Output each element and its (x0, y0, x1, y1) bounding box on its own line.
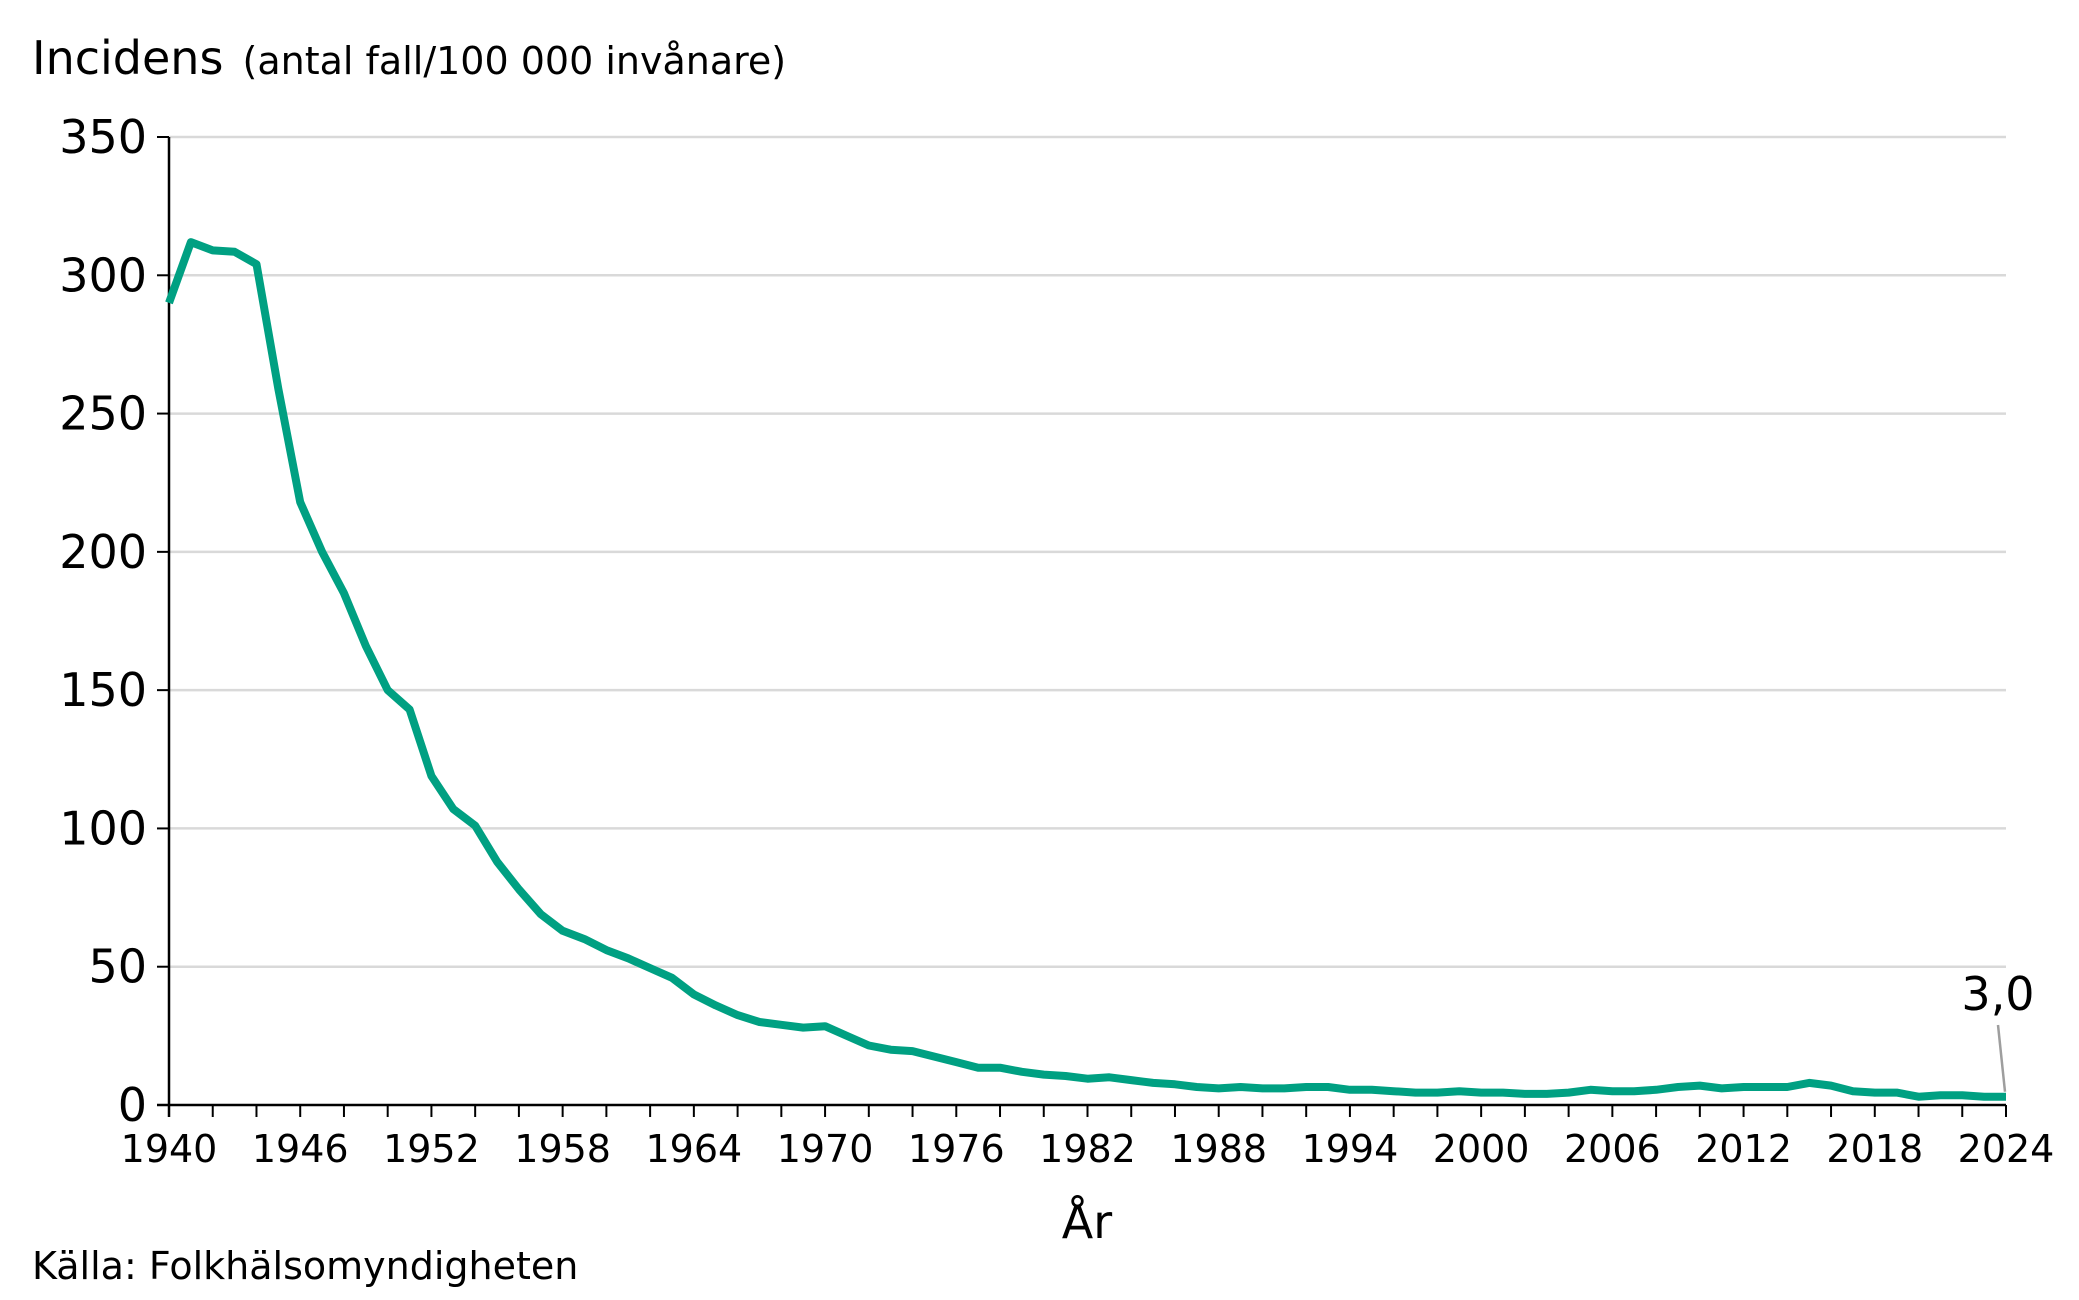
x-tick-label: 1976 (908, 1127, 1005, 1171)
x-tick-label: 2000 (1433, 1127, 1530, 1171)
x-tick-label: 2012 (1695, 1127, 1792, 1171)
y-tick-label: 200 (59, 525, 147, 579)
series-line (165, 238, 2006, 1101)
x-tick-label: 1940 (121, 1127, 218, 1171)
y-tick-label: 250 (59, 387, 147, 441)
x-tick-label: 1952 (383, 1127, 480, 1171)
x-tick-label: 2024 (1958, 1127, 2055, 1171)
source-note: Källa: Folkhälsomyndigheten (32, 1244, 579, 1288)
y-tick-label: 50 (88, 940, 147, 994)
x-tick-label: 1958 (514, 1127, 611, 1171)
y-axis-title: Incidens (antal fall/100 000 invånare) (32, 31, 786, 85)
x-tick-label: 2006 (1564, 1127, 1661, 1171)
y-tick-label: 300 (59, 248, 147, 302)
x-tick-label: 1964 (645, 1127, 742, 1171)
y-tick-label: 0 (118, 1078, 147, 1132)
x-axis-title: År (1062, 1195, 1112, 1249)
x-tick-label: 1988 (1170, 1127, 1267, 1171)
gridlines (169, 135, 2006, 968)
x-tick-label: 2018 (1826, 1127, 1923, 1171)
annotation-label: 3,0 (1961, 967, 2034, 1021)
x-tick-label: 1946 (252, 1127, 349, 1171)
y-tick-label: 100 (59, 801, 147, 855)
y-axis-ticks: 0 50 100 150 200 250 300 350 (59, 110, 169, 1132)
y-tick-label: 350 (59, 110, 147, 164)
annotation: 3,0 (1961, 967, 2035, 1092)
x-tick-label: 1994 (1302, 1127, 1399, 1171)
y-tick-label: 150 (59, 663, 147, 717)
x-axis-ticks: 1940 1946 1952 1958 1964 1970 1976 1982 1988 1994… (121, 1105, 2055, 1171)
x-tick-label: 1982 (1039, 1127, 1136, 1171)
axes (157, 137, 2006, 1117)
y-axis-title-unit: (antal fall/100 000 invånare) (243, 39, 787, 83)
y-axis-title-main: Incidens (32, 31, 223, 85)
x-tick-label: 1970 (777, 1127, 874, 1171)
data-series (165, 238, 2006, 1101)
annotation-leader (1996, 1024, 2007, 1092)
